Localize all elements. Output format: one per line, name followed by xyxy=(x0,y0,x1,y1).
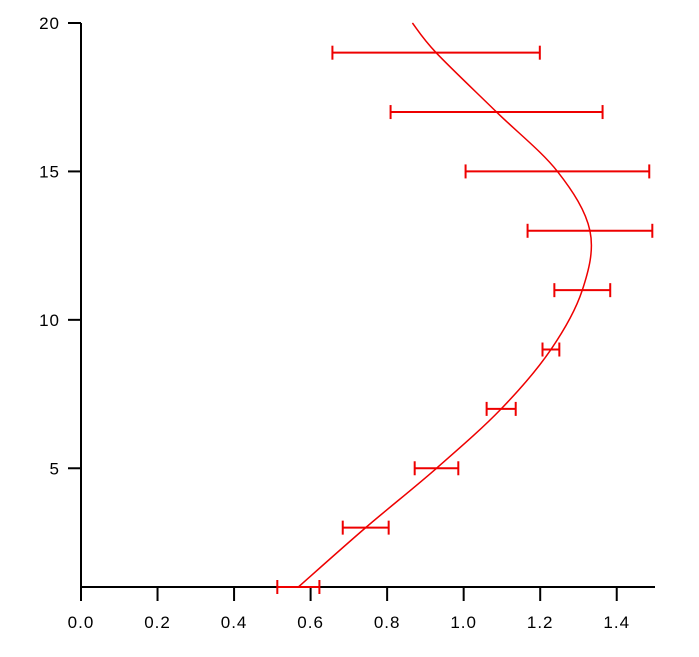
x-tick-label: 1.2 xyxy=(527,613,554,632)
y-tick-label: 20 xyxy=(39,14,60,33)
x-tick-label: 0.6 xyxy=(297,613,324,632)
x-tick-label: 0.4 xyxy=(221,613,248,632)
y-tick-label: 10 xyxy=(39,311,60,330)
profile-curve xyxy=(297,22,593,588)
x-tick-label: 0.2 xyxy=(144,613,171,632)
axes-layer: 5 10 15 20 0.0 0.2 0.4 0.6 0.8 1.0 1.2 1.4 xyxy=(39,14,655,632)
x-tick-label: 1.4 xyxy=(603,613,630,632)
x-tick-label: 0.0 xyxy=(68,613,95,632)
x-tick-label: 1.0 xyxy=(450,613,477,632)
y-tick-label: 15 xyxy=(39,162,60,181)
y-tick-label: 5 xyxy=(50,459,60,478)
data-series-layer xyxy=(276,22,654,594)
x-tick-label: 0.8 xyxy=(374,613,401,632)
